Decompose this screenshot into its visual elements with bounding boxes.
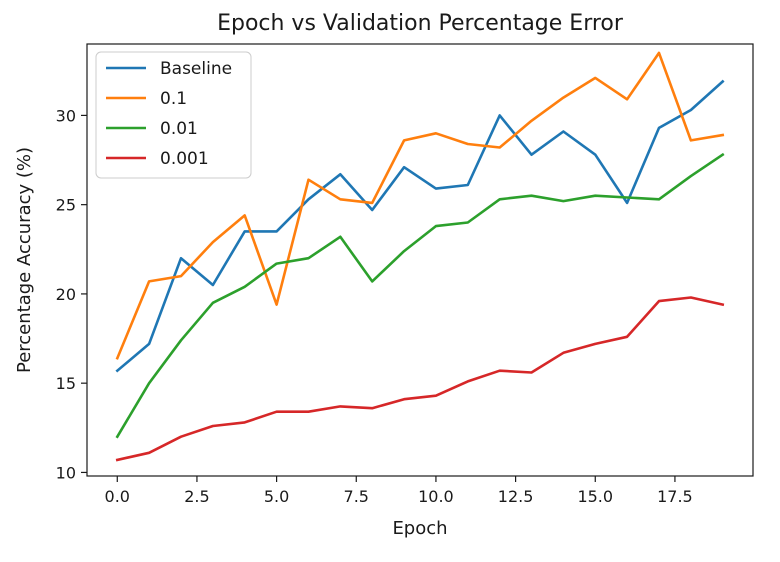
series-group (115, 51, 725, 462)
legend-label-1: 0.1 (160, 89, 187, 109)
legend-label-3: 0.001 (160, 149, 209, 169)
y-tick-label: 10 (56, 463, 76, 482)
y-tick-label: 15 (56, 374, 76, 393)
chart-title: Epoch vs Validation Percentage Error (217, 11, 624, 36)
x-axis-label: Epoch (392, 518, 447, 539)
x-tick-label: 15.0 (577, 487, 613, 506)
x-tick-label: 12.5 (498, 487, 534, 506)
y-tick-label: 25 (56, 196, 76, 215)
legend-label-2: 0.01 (160, 119, 198, 139)
x-tick-label: 2.5 (184, 487, 209, 506)
series-line-3 (115, 296, 725, 462)
x-tick-label: 10.0 (418, 487, 454, 506)
y-axis: 10 15 20 25 30 (56, 106, 87, 482)
x-tick-label: 17.5 (657, 487, 693, 506)
x-tick-label: 7.5 (344, 487, 369, 506)
plot-area (86, 43, 754, 477)
legend-box (95, 51, 252, 179)
legend-label-0: Baseline (160, 59, 232, 79)
x-tick-label: 0.0 (105, 487, 130, 506)
x-tick-label: 5.0 (264, 487, 289, 506)
series-line-0 (115, 79, 725, 373)
y-tick-label: 20 (56, 285, 76, 304)
x-axis: 0.0 2.5 5.0 7.5 10.0 12.5 15.0 17.5 (105, 476, 693, 506)
series-line-2 (115, 152, 725, 439)
series-line-1 (115, 51, 725, 360)
y-axis-label: Percentage Accuracy (%) (14, 147, 35, 373)
legend: Baseline 0.1 0.01 0.001 (95, 51, 252, 179)
plot-frame (86, 43, 754, 477)
y-tick-label: 30 (56, 106, 76, 125)
